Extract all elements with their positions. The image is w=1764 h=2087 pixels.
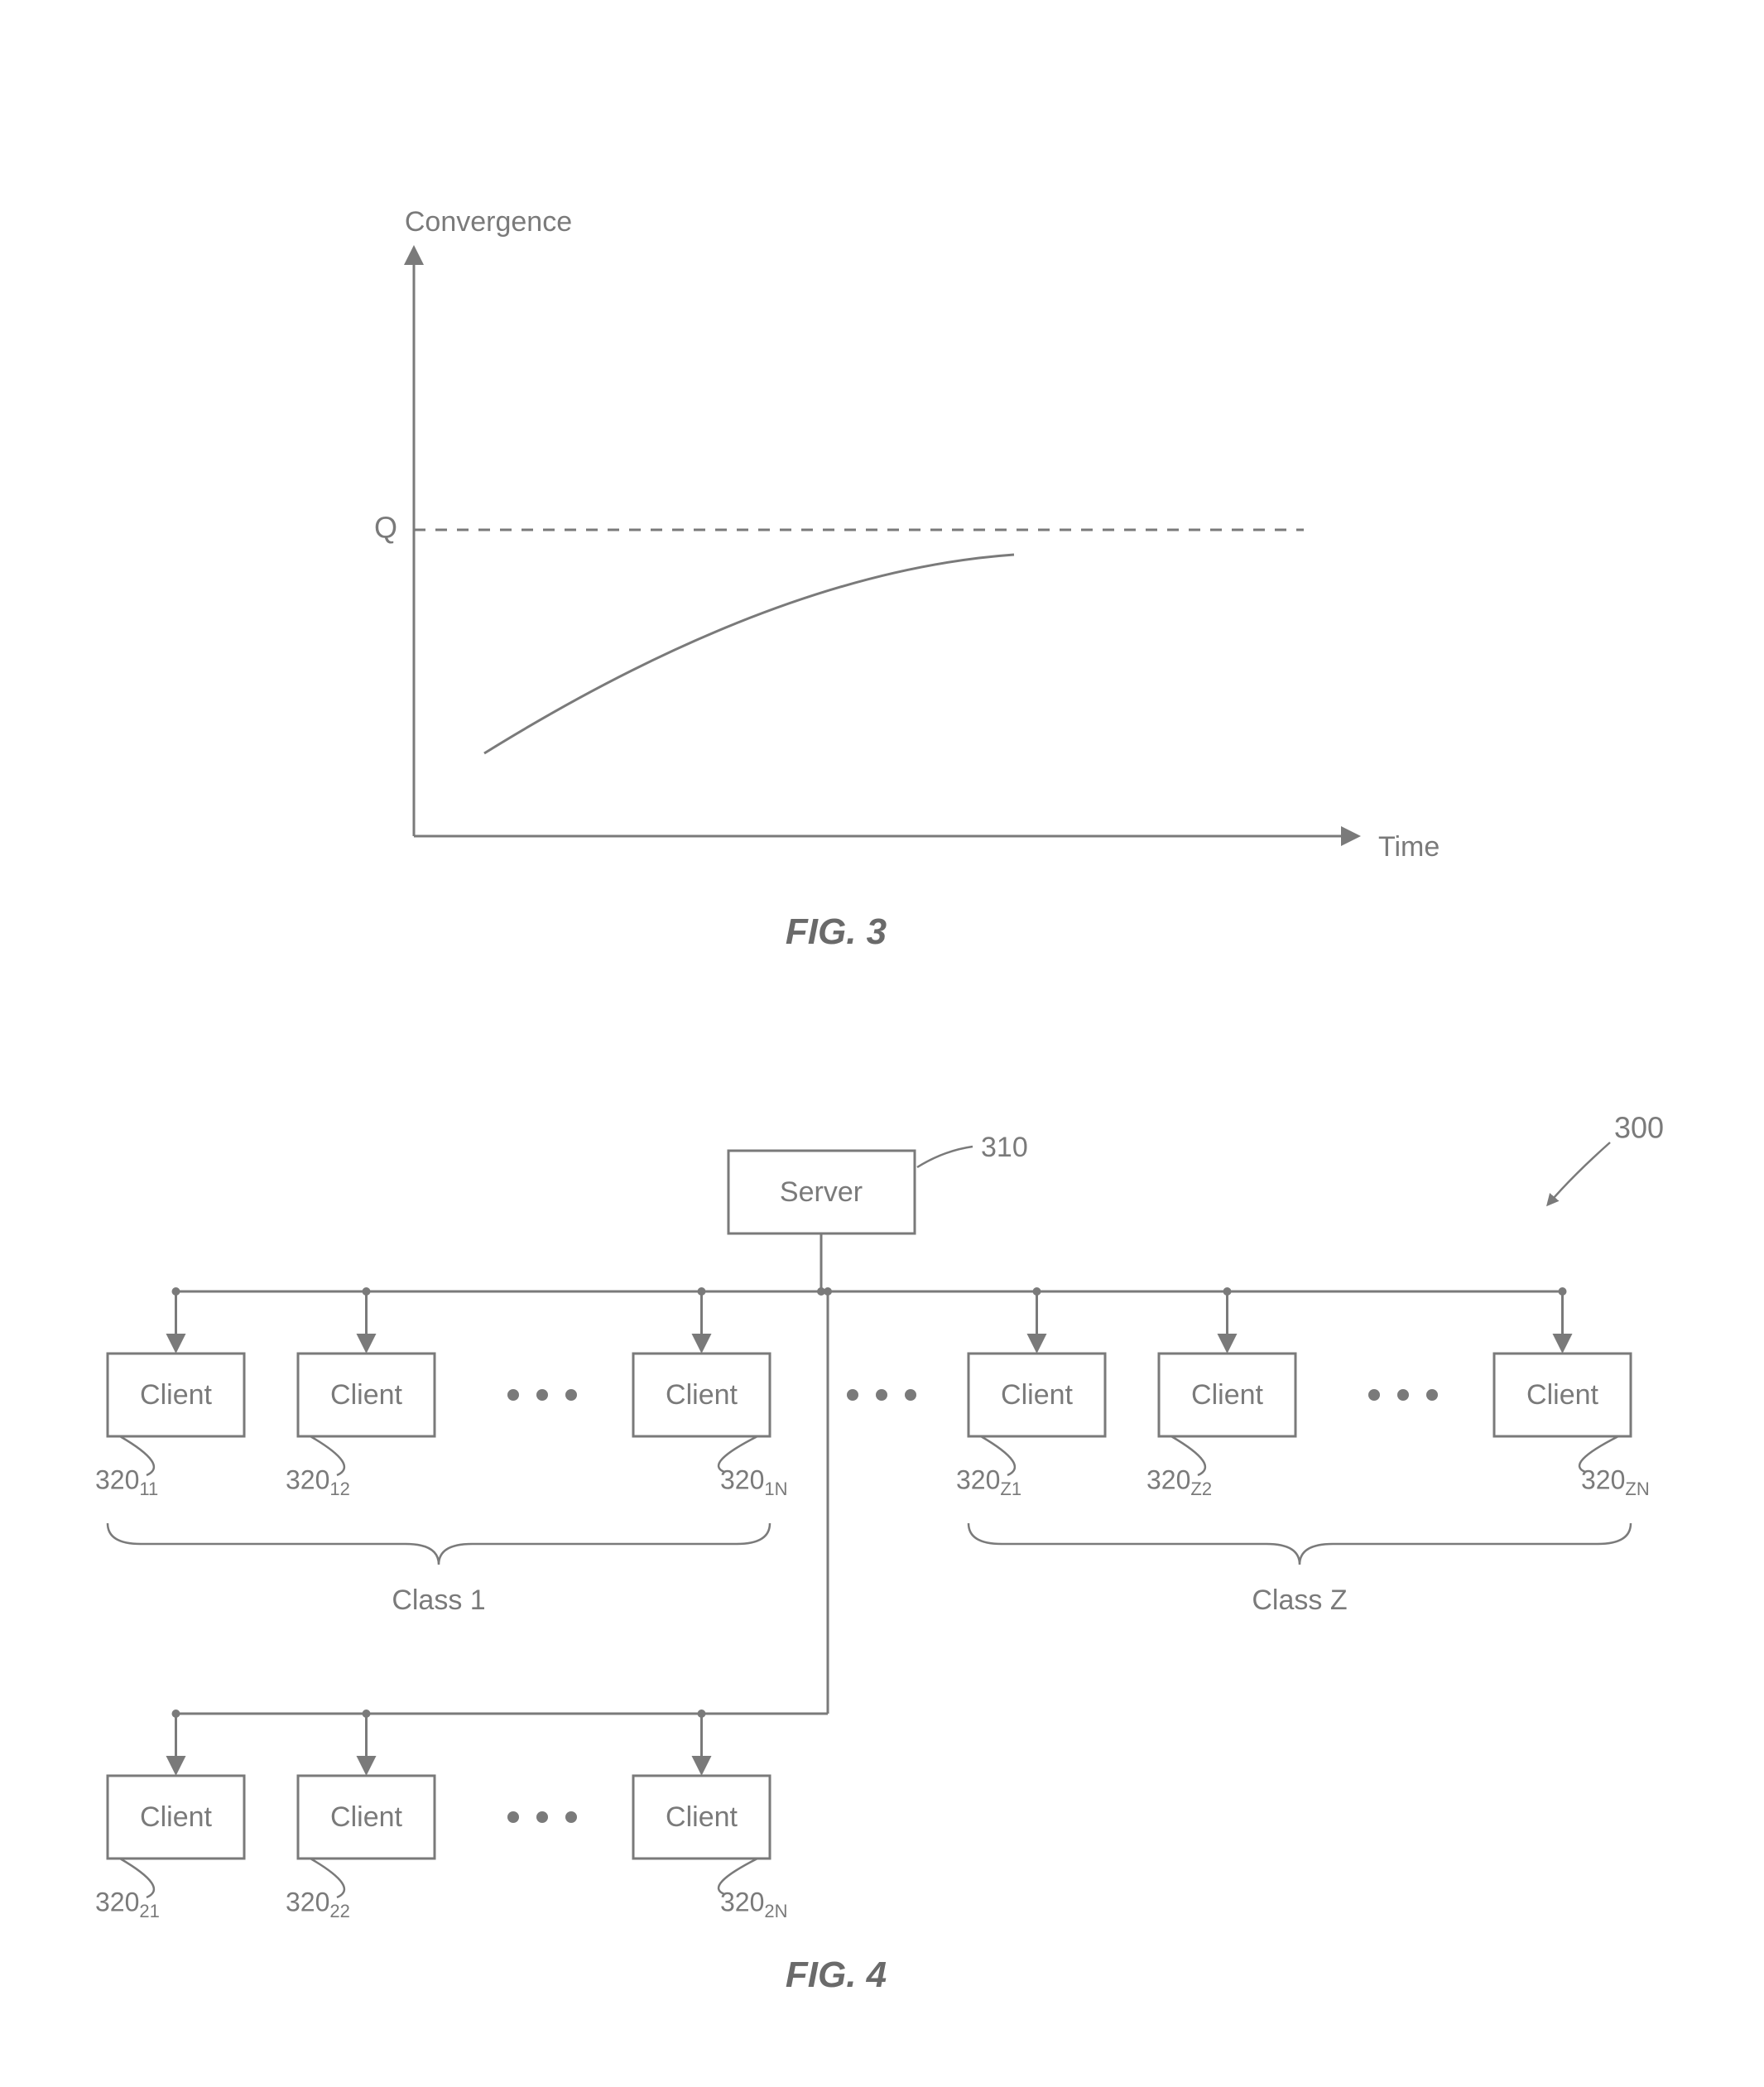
svg-text:Client: Client	[140, 1801, 212, 1833]
svg-text:Client: Client	[1191, 1379, 1263, 1411]
svg-text:Client: Client	[330, 1379, 402, 1411]
svg-text:Client: Client	[1526, 1379, 1598, 1411]
svg-text:320ZN: 320ZN	[1581, 1464, 1650, 1498]
svg-text:32021: 32021	[95, 1887, 160, 1921]
system-ref: 300	[1614, 1111, 1664, 1145]
xaxis-label: Time	[1378, 831, 1440, 863]
svg-text:320Z2: 320Z2	[1146, 1464, 1212, 1498]
svg-text:Client: Client	[1001, 1379, 1073, 1411]
server-label: Server	[780, 1176, 863, 1208]
server-ref: 310	[981, 1132, 1028, 1163]
svg-text:32012: 32012	[286, 1464, 350, 1498]
yaxis-label: Convergence	[405, 206, 572, 238]
threshold-label: Q	[374, 511, 397, 545]
svg-text:32022: 32022	[286, 1887, 350, 1921]
svg-text:Class Z: Class Z	[1252, 1584, 1347, 1616]
patent-figures: Convergence Time Q FIG. 3 300 Server 310…	[0, 0, 1764, 2087]
system-ref-leader	[1548, 1142, 1610, 1205]
svg-text:Class 1: Class 1	[392, 1584, 485, 1616]
svg-text:3201N: 3201N	[720, 1464, 788, 1498]
fig4-caption: FIG. 4	[786, 1955, 887, 1995]
svg-text:Client: Client	[140, 1379, 212, 1411]
svg-text:320Z1: 320Z1	[956, 1464, 1021, 1498]
fig3: Convergence Time Q FIG. 3	[374, 206, 1440, 952]
svg-text:Client: Client	[330, 1801, 402, 1833]
server-node: Server	[728, 1151, 915, 1233]
fig4: 300 Server 310 Client32011Client32012Cli…	[95, 1111, 1664, 1995]
svg-text:Client: Client	[666, 1801, 738, 1833]
svg-text:Client: Client	[666, 1379, 738, 1411]
svg-text:3202N: 3202N	[720, 1887, 788, 1921]
class-z-group: Client 320Z1 Client 320Z2 Client 320ZN Class Z	[956, 1287, 1650, 1616]
fig3-caption: FIG. 3	[786, 911, 887, 952]
svg-text:32011: 32011	[95, 1464, 158, 1498]
convergence-curve	[484, 555, 1014, 753]
server-ref-leader	[917, 1147, 973, 1167]
between-dots	[847, 1389, 916, 1401]
class-1-group: Client 32011 Client 32012 Client 3201N Class 1	[95, 1287, 788, 1616]
